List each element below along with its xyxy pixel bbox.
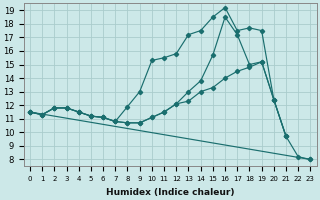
X-axis label: Humidex (Indice chaleur): Humidex (Indice chaleur) [106,188,235,197]
